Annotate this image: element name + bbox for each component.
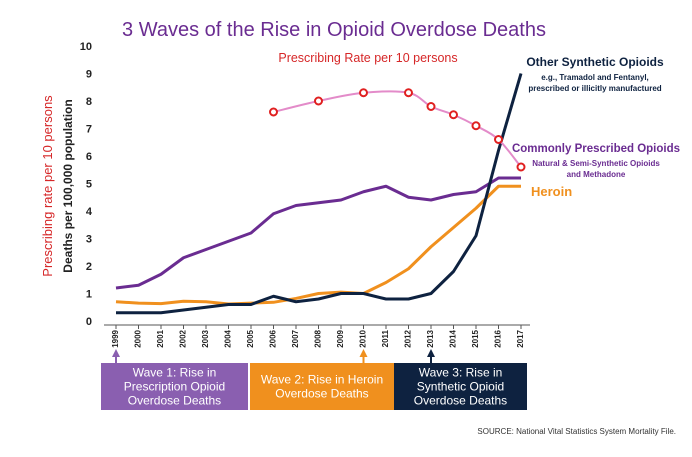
wave-label-line: Overdose Deaths	[414, 394, 507, 408]
x-tick-label: 2002	[179, 329, 188, 347]
x-tick-label: 2017	[516, 329, 525, 347]
prescribing-rate-marker	[269, 107, 278, 117]
wave-label-line: Wave 1: Rise in	[133, 366, 217, 380]
x-tick-label: 2009	[336, 329, 345, 347]
x-tick-label: 2013	[426, 329, 435, 347]
y-tick-label: 5	[86, 179, 92, 191]
prescribing-rate-marker	[404, 88, 413, 98]
prescribing-rate-curve	[273, 90, 522, 168]
secondary-y-axis-label: Prescribing rate per 10 persons	[40, 95, 55, 277]
prescribed-sub2: and Methadone	[567, 170, 626, 179]
y-tick-label: 9	[86, 69, 92, 81]
y-tick-label: 10	[80, 41, 92, 53]
y-tick-label: 7	[86, 124, 92, 136]
wave-label-line: Wave 2: Rise in Heroin	[261, 373, 383, 387]
y-tick-label: 3	[86, 234, 92, 246]
y-tick-label: 8	[86, 96, 92, 108]
y-tick-label: 1	[86, 289, 92, 301]
wave-arrow-icon	[427, 349, 435, 357]
y-tick-label: 2	[86, 261, 92, 273]
x-tick-label: 2010	[359, 329, 368, 347]
series-label-synthetic: Other Synthetic Opioids e.g., Tramadol a…	[526, 55, 664, 93]
wave-label-line: Synthetic Opioid	[417, 380, 504, 394]
prescribed-title: Commonly Prescribed Opioids	[512, 143, 680, 155]
wave-label-line: Prescription Opioid	[124, 380, 225, 394]
x-tick-label: 2015	[471, 329, 480, 347]
prescribing-rate-marker	[426, 102, 436, 111]
wave-label-line: Overdose Deaths	[128, 394, 221, 408]
prescribing-rate-marker	[314, 96, 323, 106]
heroin-title: Heroin	[531, 184, 572, 199]
prescribing-rate-marker	[516, 162, 526, 172]
prescribing-rate-marker	[359, 88, 368, 98]
x-tick-label: 2005	[246, 329, 255, 347]
y-tick-label: 0	[86, 316, 92, 328]
x-tick-label: 2007	[291, 329, 300, 347]
y-tick-label: 6	[86, 151, 92, 163]
series-line-heroin	[115, 184, 521, 306]
prescribing-rate-label: Prescribing Rate per 10 persons	[278, 51, 457, 65]
synthetic-sub2: prescribed or illicitly manufactured	[528, 84, 661, 93]
wave-box-2	[250, 363, 394, 410]
x-tick-label: 2006	[269, 329, 278, 347]
prescribing-rate-marker	[471, 121, 481, 131]
x-tick-label: 2012	[404, 329, 413, 347]
x-tick-label: 2000	[134, 329, 143, 347]
x-tick-label: 2004	[224, 329, 233, 347]
y-axis-label: Deaths per 100,000 population	[61, 99, 75, 272]
wave-arrow-icon	[112, 349, 120, 357]
wave-label-line: Wave 3: Rise in	[419, 366, 503, 380]
y-tick-label: 4	[86, 206, 93, 218]
chart-title: 3 Waves of the Rise in Opioid Overdose D…	[122, 19, 546, 41]
prescribing-rate-marker	[449, 110, 458, 120]
series-line-other-synthetic-opioids	[116, 73, 523, 315]
prescribing-rate-marker	[494, 135, 503, 144]
synthetic-title: Other Synthetic Opioids	[526, 55, 664, 69]
x-tick-label: 1999	[111, 329, 120, 347]
wave-box-3	[394, 363, 527, 410]
x-tick-label: 2003	[201, 329, 210, 347]
x-tick-label: 2008	[314, 329, 323, 347]
x-tick-label: 2001	[156, 329, 165, 347]
series-line-commonly-prescribed-opioids	[115, 176, 521, 290]
wave-box-1	[101, 363, 248, 410]
synthetic-sub1: e.g., Tramadol and Fentanyl,	[541, 73, 649, 82]
wave-label-line: Overdose Deaths	[275, 387, 368, 401]
wave-arrow-icon	[359, 349, 368, 357]
x-tick-label: 2014	[449, 329, 458, 347]
series-label-prescribed: Commonly Prescribed Opioids Natural & Se…	[512, 143, 680, 179]
source-note: SOURCE: National Vital Statistics System…	[477, 427, 676, 436]
x-tick-label: 2011	[381, 329, 390, 347]
prescribed-sub1: Natural & Semi-Synthetic Opioids	[532, 159, 660, 168]
x-tick-label: 2016	[494, 329, 503, 347]
